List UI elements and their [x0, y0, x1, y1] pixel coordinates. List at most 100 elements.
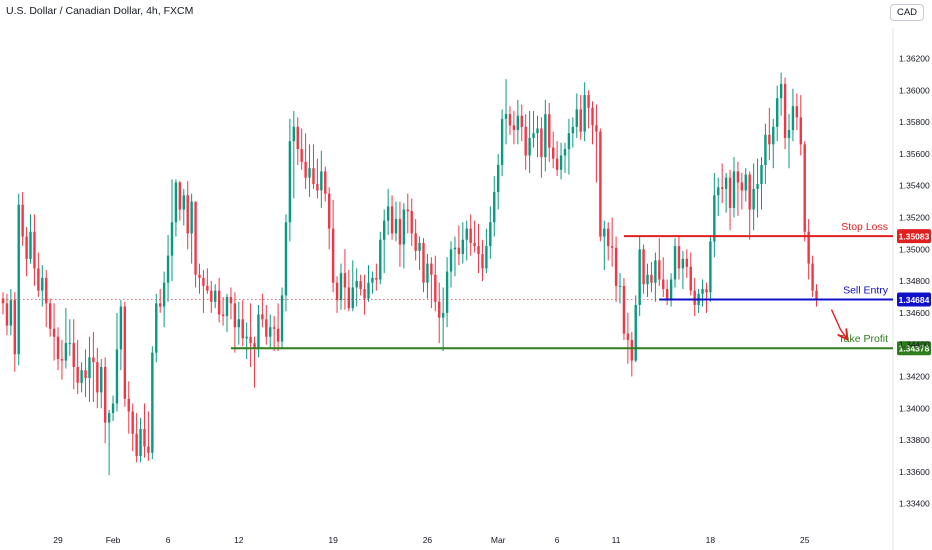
candle-body — [776, 98, 779, 127]
candle-body — [25, 236, 28, 259]
candle-body — [406, 209, 409, 212]
y-tick-label: 1.36200 — [899, 53, 930, 63]
candle-body — [622, 285, 626, 334]
sell-entry-price-tag — [897, 292, 931, 307]
chart-title: U.S. Dollar / Canadian Dollar, 4h, FXCM — [6, 5, 194, 17]
take-profit-price-tag — [897, 341, 931, 356]
candle-body — [449, 249, 453, 272]
candle-body — [803, 144, 806, 232]
candle-body — [512, 125, 516, 131]
candle-body — [316, 184, 319, 191]
candle-body — [115, 349, 119, 404]
candle-body — [343, 273, 347, 288]
x-tick-label: 12 — [234, 535, 244, 545]
candle-body — [516, 115, 520, 131]
x-tick-label: 19 — [328, 535, 338, 545]
candle-body — [634, 304, 637, 361]
candle-body — [740, 182, 744, 191]
candle-body — [351, 287, 354, 309]
candle-body — [650, 274, 653, 283]
candle-body — [709, 241, 712, 293]
candle-body — [76, 366, 79, 383]
candle-body — [194, 201, 197, 275]
candle-body — [646, 274, 649, 285]
candle-body — [642, 249, 645, 285]
candle-body — [398, 219, 402, 245]
candle-body — [390, 206, 394, 234]
candle-body — [249, 336, 252, 344]
candle-body — [760, 165, 763, 185]
y-tick-label: 1.35800 — [899, 117, 930, 127]
candle-body — [571, 126, 575, 134]
candle-body — [48, 303, 52, 329]
y-tick-label: 1.36000 — [899, 85, 930, 95]
candle-body — [461, 239, 465, 255]
currency-selector-button[interactable]: CAD — [890, 4, 924, 21]
candle-body — [241, 319, 244, 339]
candle-body — [386, 206, 390, 221]
candle-body — [465, 228, 468, 240]
candle-body — [217, 290, 221, 315]
candle-body — [300, 149, 303, 162]
candle-body — [96, 362, 99, 393]
candle-body — [359, 281, 362, 290]
candle-body — [772, 126, 775, 145]
x-tick-label: 26 — [423, 535, 433, 545]
candle-body — [261, 314, 264, 320]
candle-body — [131, 411, 134, 434]
candle-body — [422, 242, 425, 283]
candle-body — [257, 314, 260, 348]
candle-body — [56, 336, 60, 359]
candle-body — [453, 247, 457, 250]
candle-body — [331, 228, 335, 283]
candle-body — [265, 319, 268, 337]
y-tick-label: 1.35000 — [899, 244, 930, 254]
candle-body — [103, 366, 107, 423]
candle-body — [610, 246, 614, 248]
candle-body — [182, 195, 185, 210]
candle-body — [520, 115, 523, 127]
candle-body — [379, 239, 382, 280]
candle-body — [166, 255, 170, 283]
candle-body — [583, 95, 586, 132]
candle-body — [237, 319, 240, 328]
candle-body — [752, 188, 755, 210]
candle-body — [430, 263, 433, 275]
candle-body — [147, 446, 150, 453]
candle-body — [665, 289, 669, 299]
candle-body — [5, 303, 9, 326]
x-tick-label: Mar — [491, 535, 506, 545]
candle-body — [783, 83, 787, 138]
y-tick-label: 1.33600 — [899, 467, 930, 477]
candle-body — [29, 231, 32, 259]
candle-body — [111, 403, 115, 414]
candle-body — [457, 247, 461, 255]
candle-body — [229, 296, 233, 304]
candle-body — [567, 133, 571, 150]
candle-body — [799, 117, 802, 145]
candle-body — [496, 165, 500, 193]
candle-body — [190, 201, 193, 234]
candle-body — [563, 149, 567, 156]
candle-body — [524, 126, 527, 156]
candle-body — [685, 258, 689, 267]
candle-body — [544, 114, 547, 158]
candle-body — [135, 433, 138, 456]
annotations-layer — [830, 309, 847, 339]
candle-body — [441, 312, 445, 318]
y-tick-label: 1.35400 — [899, 181, 930, 191]
candle-body — [41, 277, 44, 291]
x-tick-label: 11 — [612, 535, 621, 545]
stop-loss-price-label: 1.35083 — [899, 232, 930, 242]
candle-body — [575, 109, 578, 127]
candle-body — [540, 128, 543, 158]
x-tick-label: Feb — [106, 535, 121, 545]
sell-entry-price-label: 1.34684 — [899, 295, 930, 305]
candle-body — [225, 296, 229, 317]
y-tick-label: 1.35600 — [899, 149, 930, 159]
candle-body — [363, 289, 366, 299]
candle-body — [143, 428, 146, 447]
candle-body — [1, 298, 5, 304]
candle-body — [779, 83, 783, 99]
